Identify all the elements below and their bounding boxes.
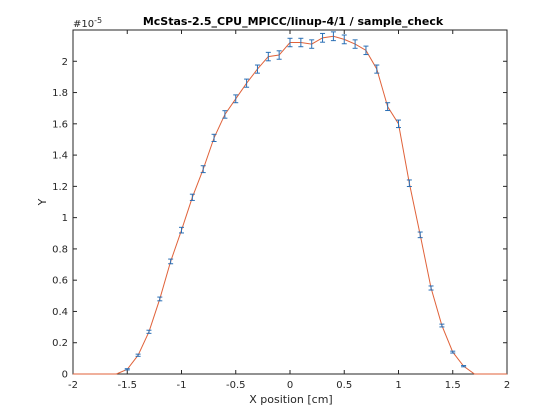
error-bar — [189, 193, 195, 201]
error-bar — [124, 368, 130, 371]
error-bar — [254, 64, 260, 74]
error-bar — [179, 226, 184, 234]
x-tick-label: 1 — [395, 380, 401, 391]
y-exponent-label: #10-5 — [73, 16, 102, 30]
y-tick-label: 1.4 — [52, 151, 68, 162]
error-bar — [211, 133, 217, 142]
error-bar — [222, 110, 228, 119]
error-bar — [287, 37, 293, 48]
error-bar — [385, 102, 391, 112]
error-bar — [200, 165, 206, 174]
error-bar — [450, 350, 456, 354]
error-bar — [439, 323, 445, 328]
x-tick-label: 0 — [287, 380, 293, 391]
error-bar — [406, 179, 412, 188]
y-tick-label: 0.8 — [52, 244, 68, 255]
plot-area-border — [72, 29, 508, 375]
x-tick-label: -1 — [177, 380, 187, 391]
error-bar — [341, 34, 347, 45]
y-tick-label: 0.2 — [52, 338, 68, 349]
axes-frame — [72, 29, 508, 375]
error-bar — [168, 258, 174, 265]
y-tick-label: 1.8 — [52, 88, 68, 99]
error-bar — [233, 94, 239, 104]
error-bar — [146, 329, 152, 334]
error-bar — [320, 32, 326, 43]
y-tick-label: 1.2 — [52, 182, 68, 193]
y-tick-label: 0 — [62, 370, 68, 381]
error-bar — [276, 50, 282, 60]
error-bar — [298, 37, 304, 48]
error-bar — [157, 296, 163, 302]
x-tick-label: 0.5 — [336, 380, 352, 391]
error-bar — [309, 39, 315, 49]
chart-title: McStas-2.5_CPU_MPICC/linup-4/1 / sample_… — [143, 15, 444, 28]
x-tick-label: -2 — [68, 380, 78, 391]
x-tick-label: 2 — [504, 380, 510, 391]
x-tick-label: 1.5 — [445, 380, 461, 391]
x-tick-label: -1.5 — [117, 380, 137, 391]
error-bars — [124, 31, 467, 371]
data-line — [73, 35, 507, 375]
y-tick-label: 0.4 — [52, 307, 68, 318]
error-bar — [352, 39, 358, 49]
error-bar — [374, 64, 380, 74]
error-bar — [363, 45, 369, 56]
y-axis-label: Y — [36, 198, 49, 206]
error-bar — [244, 78, 250, 88]
y-axis-ticks: 0 0.2 0.4 0.6 0.8 1 1.2 1.4 1.6 1.8 2 — [52, 57, 507, 381]
error-bar — [417, 231, 423, 239]
y-tick-label: 1.6 — [52, 119, 68, 130]
error-bar — [461, 365, 467, 368]
error-bar — [330, 31, 336, 42]
error-bar — [396, 119, 401, 129]
y-tick-label: 1 — [62, 213, 68, 224]
error-bar — [428, 285, 434, 291]
x-tick-label: -0.5 — [226, 380, 246, 391]
error-bar — [135, 353, 141, 357]
y-tick-label: 0.6 — [52, 276, 68, 287]
series-line — [73, 35, 507, 375]
x-axis-label: X position [cm] — [249, 393, 332, 406]
error-bar — [265, 51, 271, 62]
y-tick-label: 2 — [62, 57, 68, 68]
x-axis-ticks: -2 -1.5 -1 -0.5 0 0.5 1 1.5 2 — [68, 30, 510, 391]
